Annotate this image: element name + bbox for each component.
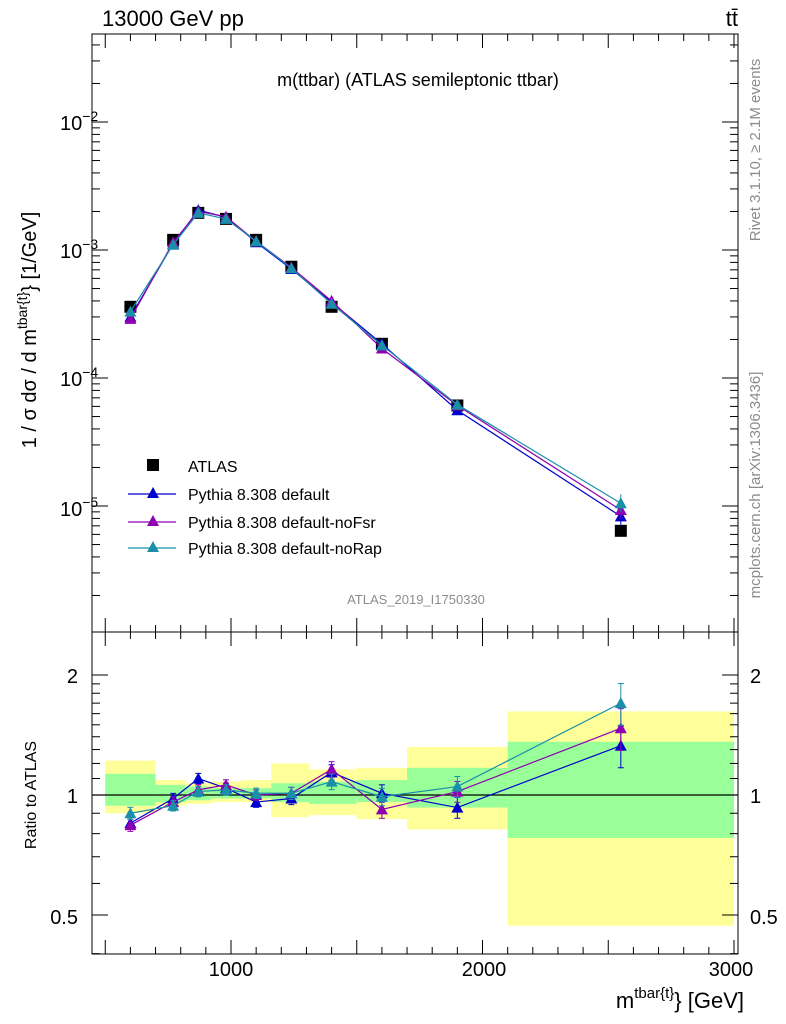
ratio-point: [451, 801, 464, 813]
ratio-point: [285, 787, 298, 799]
xtick-2000: 2000: [462, 959, 507, 981]
data-point-mc: [285, 262, 298, 274]
data-point-atlas: [614, 524, 627, 537]
ratio-ytick-1: 1: [67, 786, 78, 808]
xtick-3000: 3000: [709, 959, 754, 981]
ratio-panel-frame: [91, 631, 739, 955]
ratio-point: [325, 763, 338, 775]
main-series: [124, 204, 627, 537]
ratio-ytick-1-right: 1: [750, 786, 761, 808]
main-title: m(ttbar) (ATLAS semileptonic ttbar): [277, 70, 559, 90]
legend-label-nofsr: Pythia 8.308 default-noFsr: [188, 515, 376, 532]
legend: ATLAS Pythia 8.308 default Pythia 8.308 …: [128, 459, 382, 558]
ratio-point: [124, 807, 137, 819]
ratio-series: [124, 683, 627, 832]
xlabel: mtbar{t}} [GeV]: [616, 985, 744, 1013]
ratio-line: [130, 727, 622, 826]
ratio-point: [167, 799, 180, 811]
ratio-y-axis: [92, 674, 738, 955]
legend-label-atlas: ATLAS: [188, 459, 238, 476]
ratio-point: [124, 819, 137, 831]
ytick-label-1e-5: 10−5: [60, 494, 98, 521]
main-ylabel: 1 / σ dσ / d mtbar{t}} [1/GeV]: [14, 212, 41, 449]
data-point-mc: [124, 305, 137, 317]
main-y-axis: [92, 44, 738, 596]
ratio-point: [614, 722, 627, 734]
legend-label-norap: Pythia 8.308 default-noRap: [188, 541, 382, 558]
ytick-label-1e-4: 10−4: [60, 364, 98, 391]
data-point-mc: [124, 312, 137, 324]
ratio-bands: [105, 711, 734, 926]
ratio-point: [250, 787, 263, 799]
data-point-mc: [325, 297, 338, 309]
ratio-ylabel: Ratio to ATLAS: [23, 741, 40, 849]
side-rivet-info: Rivet 3.1.10, ≥ 2.1M events: [747, 59, 764, 242]
data-point-mc: [250, 235, 263, 247]
ratio-point: [375, 803, 388, 815]
ratio-ytick-0.5-right: 0.5: [750, 907, 778, 929]
data-point-mc: [167, 238, 180, 250]
ratio-line: [130, 702, 622, 814]
ratio-point: [192, 772, 205, 784]
x-axis: [104, 34, 735, 954]
ratio-point: [451, 780, 464, 792]
ratio-point: [375, 790, 388, 802]
header-process: tt̄: [726, 6, 738, 31]
series-line: [129, 212, 622, 504]
legend-marker-atlas: [147, 459, 159, 471]
legend-marker-default: [147, 487, 159, 498]
data-point-mc: [614, 497, 627, 509]
legend-marker-norap: [147, 541, 159, 552]
analysis-watermark: ATLAS_2019_I1750330: [347, 592, 485, 607]
ytick-label-1e-3: 10−3: [60, 236, 98, 263]
ratio-ytick-0.5: 0.5: [50, 907, 78, 929]
data-point-mc: [192, 206, 205, 218]
ratio-point: [250, 796, 263, 808]
ratio-ytick-2: 2: [67, 666, 78, 688]
ratio-ytick-2-right: 2: [750, 666, 761, 688]
ratio-point: [219, 783, 232, 795]
ratio-point: [614, 697, 627, 709]
band-inner: [105, 773, 156, 806]
ytick-label-1e-2: 10−2: [60, 108, 98, 135]
header-energy: 13000 GeV pp: [102, 6, 244, 31]
ratio-point: [192, 785, 205, 797]
side-mcplots-info: mcplots.cern.ch [arXiv:1306.3436]: [747, 372, 764, 599]
ratio-point: [325, 775, 338, 787]
data-point-mc: [219, 212, 232, 224]
data-point-mc: [375, 339, 388, 351]
data-point-mc: [451, 398, 464, 410]
legend-label-default: Pythia 8.308 default: [188, 487, 330, 504]
xtick-1000: 1000: [209, 959, 254, 981]
band-inner: [308, 781, 357, 804]
legend-marker-nofsr: [147, 515, 159, 526]
